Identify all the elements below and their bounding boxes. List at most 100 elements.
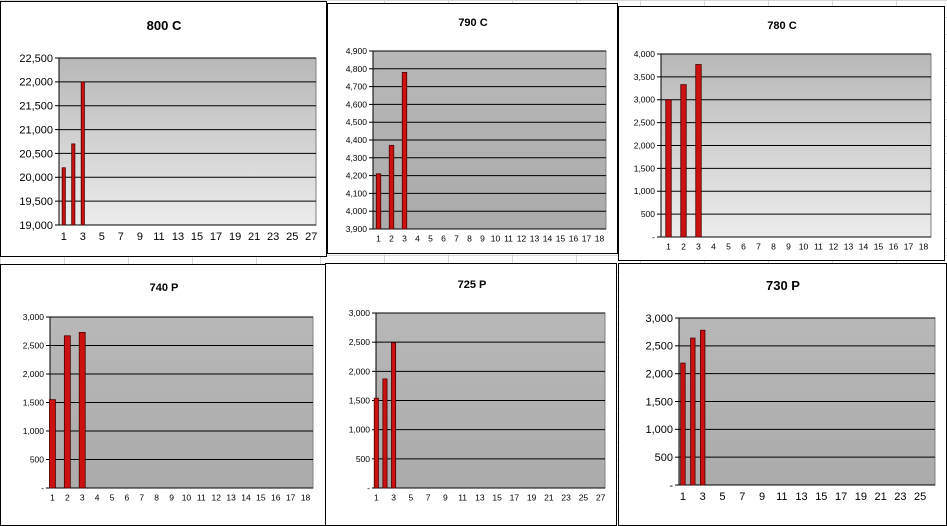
- x-tick-label: 17: [210, 231, 222, 243]
- y-tick-label: 2,500: [645, 341, 673, 353]
- x-tick-label: 3: [80, 231, 86, 243]
- y-tick-label: -: [367, 483, 370, 493]
- x-tick-label: 19: [855, 491, 867, 503]
- y-tick-label: 3,500: [634, 72, 656, 82]
- x-tick-label: 15: [256, 493, 266, 503]
- x-tick-label: 11: [197, 493, 206, 503]
- y-tick-label: 4,000: [346, 206, 368, 216]
- chart-title: 725 P: [458, 279, 487, 291]
- y-tick-label: 1,000: [349, 425, 371, 435]
- x-tick-label: 1: [61, 231, 67, 243]
- chart-svg: 19,000 19,500 20,000 20,500 21,000 21,500 22,0…: [19, 18, 317, 243]
- x-tick-label: 5: [719, 491, 725, 503]
- x-tick-label: 3: [80, 493, 85, 503]
- bar-1: [61, 167, 66, 226]
- chart-title: 800 C: [147, 18, 182, 33]
- x-tick-label: 13: [475, 493, 485, 503]
- y-tick-label: 500: [655, 452, 673, 464]
- y-tick-label: 4,800: [346, 64, 368, 74]
- x-tick-label: 4: [95, 493, 100, 503]
- x-tick-label: 1: [376, 234, 381, 244]
- x-tick-label: 13: [172, 231, 184, 243]
- y-tick-label: 1,000: [645, 424, 673, 436]
- x-tick-label: 9: [443, 493, 448, 503]
- y-tick-label: 1,500: [645, 396, 673, 408]
- x-tick-label: 1: [666, 242, 671, 252]
- y-tick-label: 500: [356, 454, 370, 464]
- y-tick-label: 1,500: [349, 395, 371, 405]
- x-tick-label: 5: [408, 493, 413, 503]
- y-tick-label: 2,000: [23, 369, 45, 379]
- y-tick-label: 2,500: [634, 118, 656, 128]
- y-tick-label: 3,000: [23, 312, 45, 322]
- x-tick-label: 9: [137, 231, 143, 243]
- x-tick-label: 9: [169, 493, 174, 503]
- x-tick-label: 5: [110, 493, 115, 503]
- y-tick-label: 500: [641, 209, 655, 219]
- x-tick-label: 9: [759, 491, 765, 503]
- bar-2: [680, 84, 687, 238]
- x-tick-label: 13: [226, 493, 236, 503]
- x-tick-label: 16: [889, 242, 899, 252]
- x-tick-label: 11: [458, 493, 467, 503]
- chart-svg: 3,900 4,000 4,100 4,200 4,300 4,400 4,500 4,600…: [346, 17, 607, 244]
- x-tick-label: 11: [153, 231, 164, 243]
- chart-panel-730p: -500 1,000 1,500 2,000 2,500 3,000 1 3 5 7 9 11 13 15…: [618, 263, 947, 526]
- x-tick-label: 7: [756, 242, 761, 252]
- x-tick-label: 15: [874, 242, 884, 252]
- x-tick-label: 16: [569, 234, 579, 244]
- y-tick-label: 3,000: [645, 313, 673, 325]
- y-tick-label: 2,000: [349, 366, 371, 376]
- bar-2: [71, 143, 76, 226]
- x-tick-label: 17: [510, 493, 520, 503]
- y-tick-label: 2,500: [349, 337, 371, 347]
- y-tick-label: 20,000: [19, 172, 53, 184]
- chart-title: 790 C: [458, 17, 487, 29]
- x-tick-label: 10: [182, 493, 192, 503]
- x-tick-label: 16: [271, 493, 281, 503]
- y-tick-label: 19,500: [19, 196, 53, 208]
- x-tick-label: 17: [904, 242, 914, 252]
- x-tick-label: 9: [786, 242, 791, 252]
- y-tick-label: 3,900: [346, 224, 368, 234]
- y-tick-label: 1,000: [23, 426, 45, 436]
- x-tick-label: 19: [527, 493, 537, 503]
- x-tick-label: 15: [556, 234, 566, 244]
- chart-panel-780c: - 500 1,000 1,500 2,000 2,500 3,000 3,500 4,000 1…: [618, 6, 945, 261]
- x-tick-label: 2: [681, 242, 686, 252]
- x-tick-label: 21: [248, 231, 260, 243]
- bar-2: [690, 337, 696, 486]
- x-tick-label: 27: [596, 493, 606, 503]
- x-tick-label: 19: [229, 231, 241, 243]
- y-tick-label: 3,000: [634, 95, 656, 105]
- x-tick-label: 27: [305, 231, 317, 243]
- x-tick-label: 11: [814, 242, 823, 252]
- x-tick-label: 21: [875, 491, 887, 503]
- y-tick-label: 4,200: [346, 171, 368, 181]
- plot-area: [58, 57, 317, 226]
- y-tick-label: 2,500: [23, 340, 45, 350]
- y-tick-label: -: [652, 232, 655, 242]
- bar-3: [78, 331, 86, 489]
- x-tick-label: 12: [517, 234, 527, 244]
- bar-1: [665, 99, 672, 238]
- x-tick-label: 1: [374, 493, 379, 503]
- x-tick-label: 18: [595, 234, 605, 244]
- x-tick-label: 12: [211, 493, 221, 503]
- bar-2: [382, 378, 388, 489]
- y-tick-label: 4,400: [346, 135, 368, 145]
- x-tick-label: 8: [771, 242, 776, 252]
- bar-1: [49, 399, 56, 489]
- x-tick-label: 25: [579, 493, 589, 503]
- x-tick-label: 2: [389, 234, 394, 244]
- y-tick-label: 3,000: [349, 308, 371, 318]
- x-tick-label: 15: [191, 231, 203, 243]
- y-tick-label: 1,000: [634, 186, 656, 196]
- x-tick-label: 25: [914, 491, 926, 503]
- x-tick-label: 4: [415, 234, 420, 244]
- y-tick-label: 1,500: [23, 397, 45, 407]
- chart-title: 740 P: [150, 282, 179, 294]
- y-tick-label: -: [41, 483, 44, 493]
